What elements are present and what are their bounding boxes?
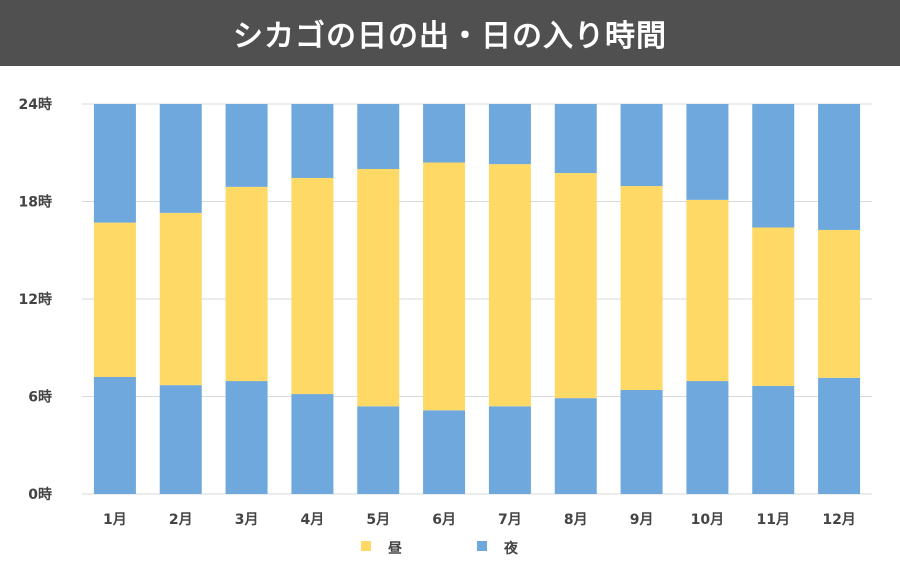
x-tick-label: 9月: [630, 512, 654, 528]
bar-day: [423, 162, 466, 411]
bar-night-evening: [686, 104, 729, 200]
bar-day: [291, 177, 334, 395]
bar-night-morning: [488, 406, 531, 494]
x-tick-label: 2月: [169, 512, 193, 528]
bar-night-evening: [159, 104, 202, 213]
bar-day: [554, 173, 597, 399]
chart-title: シカゴの日の出・日の入り時間: [0, 0, 900, 66]
legend-swatch-day: [361, 541, 371, 551]
legend-label-day: 昼: [388, 541, 402, 557]
y-tick-label: 24時: [19, 96, 52, 113]
bar-night-morning: [620, 390, 663, 494]
x-tick-label: 11月: [757, 512, 790, 528]
bar-night-evening: [752, 104, 795, 228]
y-tick-label: 6時: [28, 389, 52, 406]
bar-day: [357, 169, 400, 407]
x-tick-label: 7月: [498, 512, 522, 528]
x-tick-label: 10月: [691, 512, 724, 528]
bar-day: [620, 186, 663, 390]
y-tick-label: 0時: [28, 486, 52, 503]
bar-night-evening: [93, 104, 136, 223]
bar-day: [686, 199, 729, 382]
x-tick-label: 6月: [432, 512, 456, 528]
y-tick-label: 18時: [19, 194, 52, 211]
x-tick-label: 4月: [301, 512, 325, 528]
bar-night-morning: [93, 377, 136, 494]
bar-day: [93, 222, 136, 377]
bar-night-morning: [686, 381, 729, 494]
bar-night-evening: [488, 104, 531, 165]
bar-night-morning: [225, 381, 268, 494]
bar-day: [752, 227, 795, 386]
x-tick-label: 12月: [822, 512, 855, 528]
x-tick-label: 3月: [235, 512, 259, 528]
bar-night-evening: [554, 104, 597, 174]
x-tick-label: 5月: [366, 512, 390, 528]
y-tick-label: 12時: [19, 291, 52, 308]
bar-night-morning: [554, 398, 597, 494]
bar-day: [159, 212, 202, 386]
bar-night-morning: [423, 410, 466, 494]
bar-night-evening: [423, 104, 466, 163]
bar-night-morning: [357, 406, 400, 494]
bar-day: [818, 229, 861, 378]
bar-night-evening: [620, 104, 663, 187]
bar-night-morning: [818, 377, 861, 494]
bar-night-evening: [357, 104, 400, 169]
x-tick-label: 8月: [564, 512, 588, 528]
legend-label-night: 夜: [503, 540, 519, 557]
bar-night-morning: [159, 385, 202, 494]
bar-day: [488, 164, 531, 407]
legend-swatch-night: [477, 541, 487, 551]
bar-night-morning: [291, 394, 334, 494]
bar-night-morning: [752, 385, 795, 494]
bar-day: [225, 186, 268, 382]
x-tick-label: 1月: [103, 512, 127, 528]
bar-night-evening: [818, 104, 861, 230]
bar-night-evening: [225, 104, 268, 187]
bar-night-evening: [291, 104, 334, 178]
